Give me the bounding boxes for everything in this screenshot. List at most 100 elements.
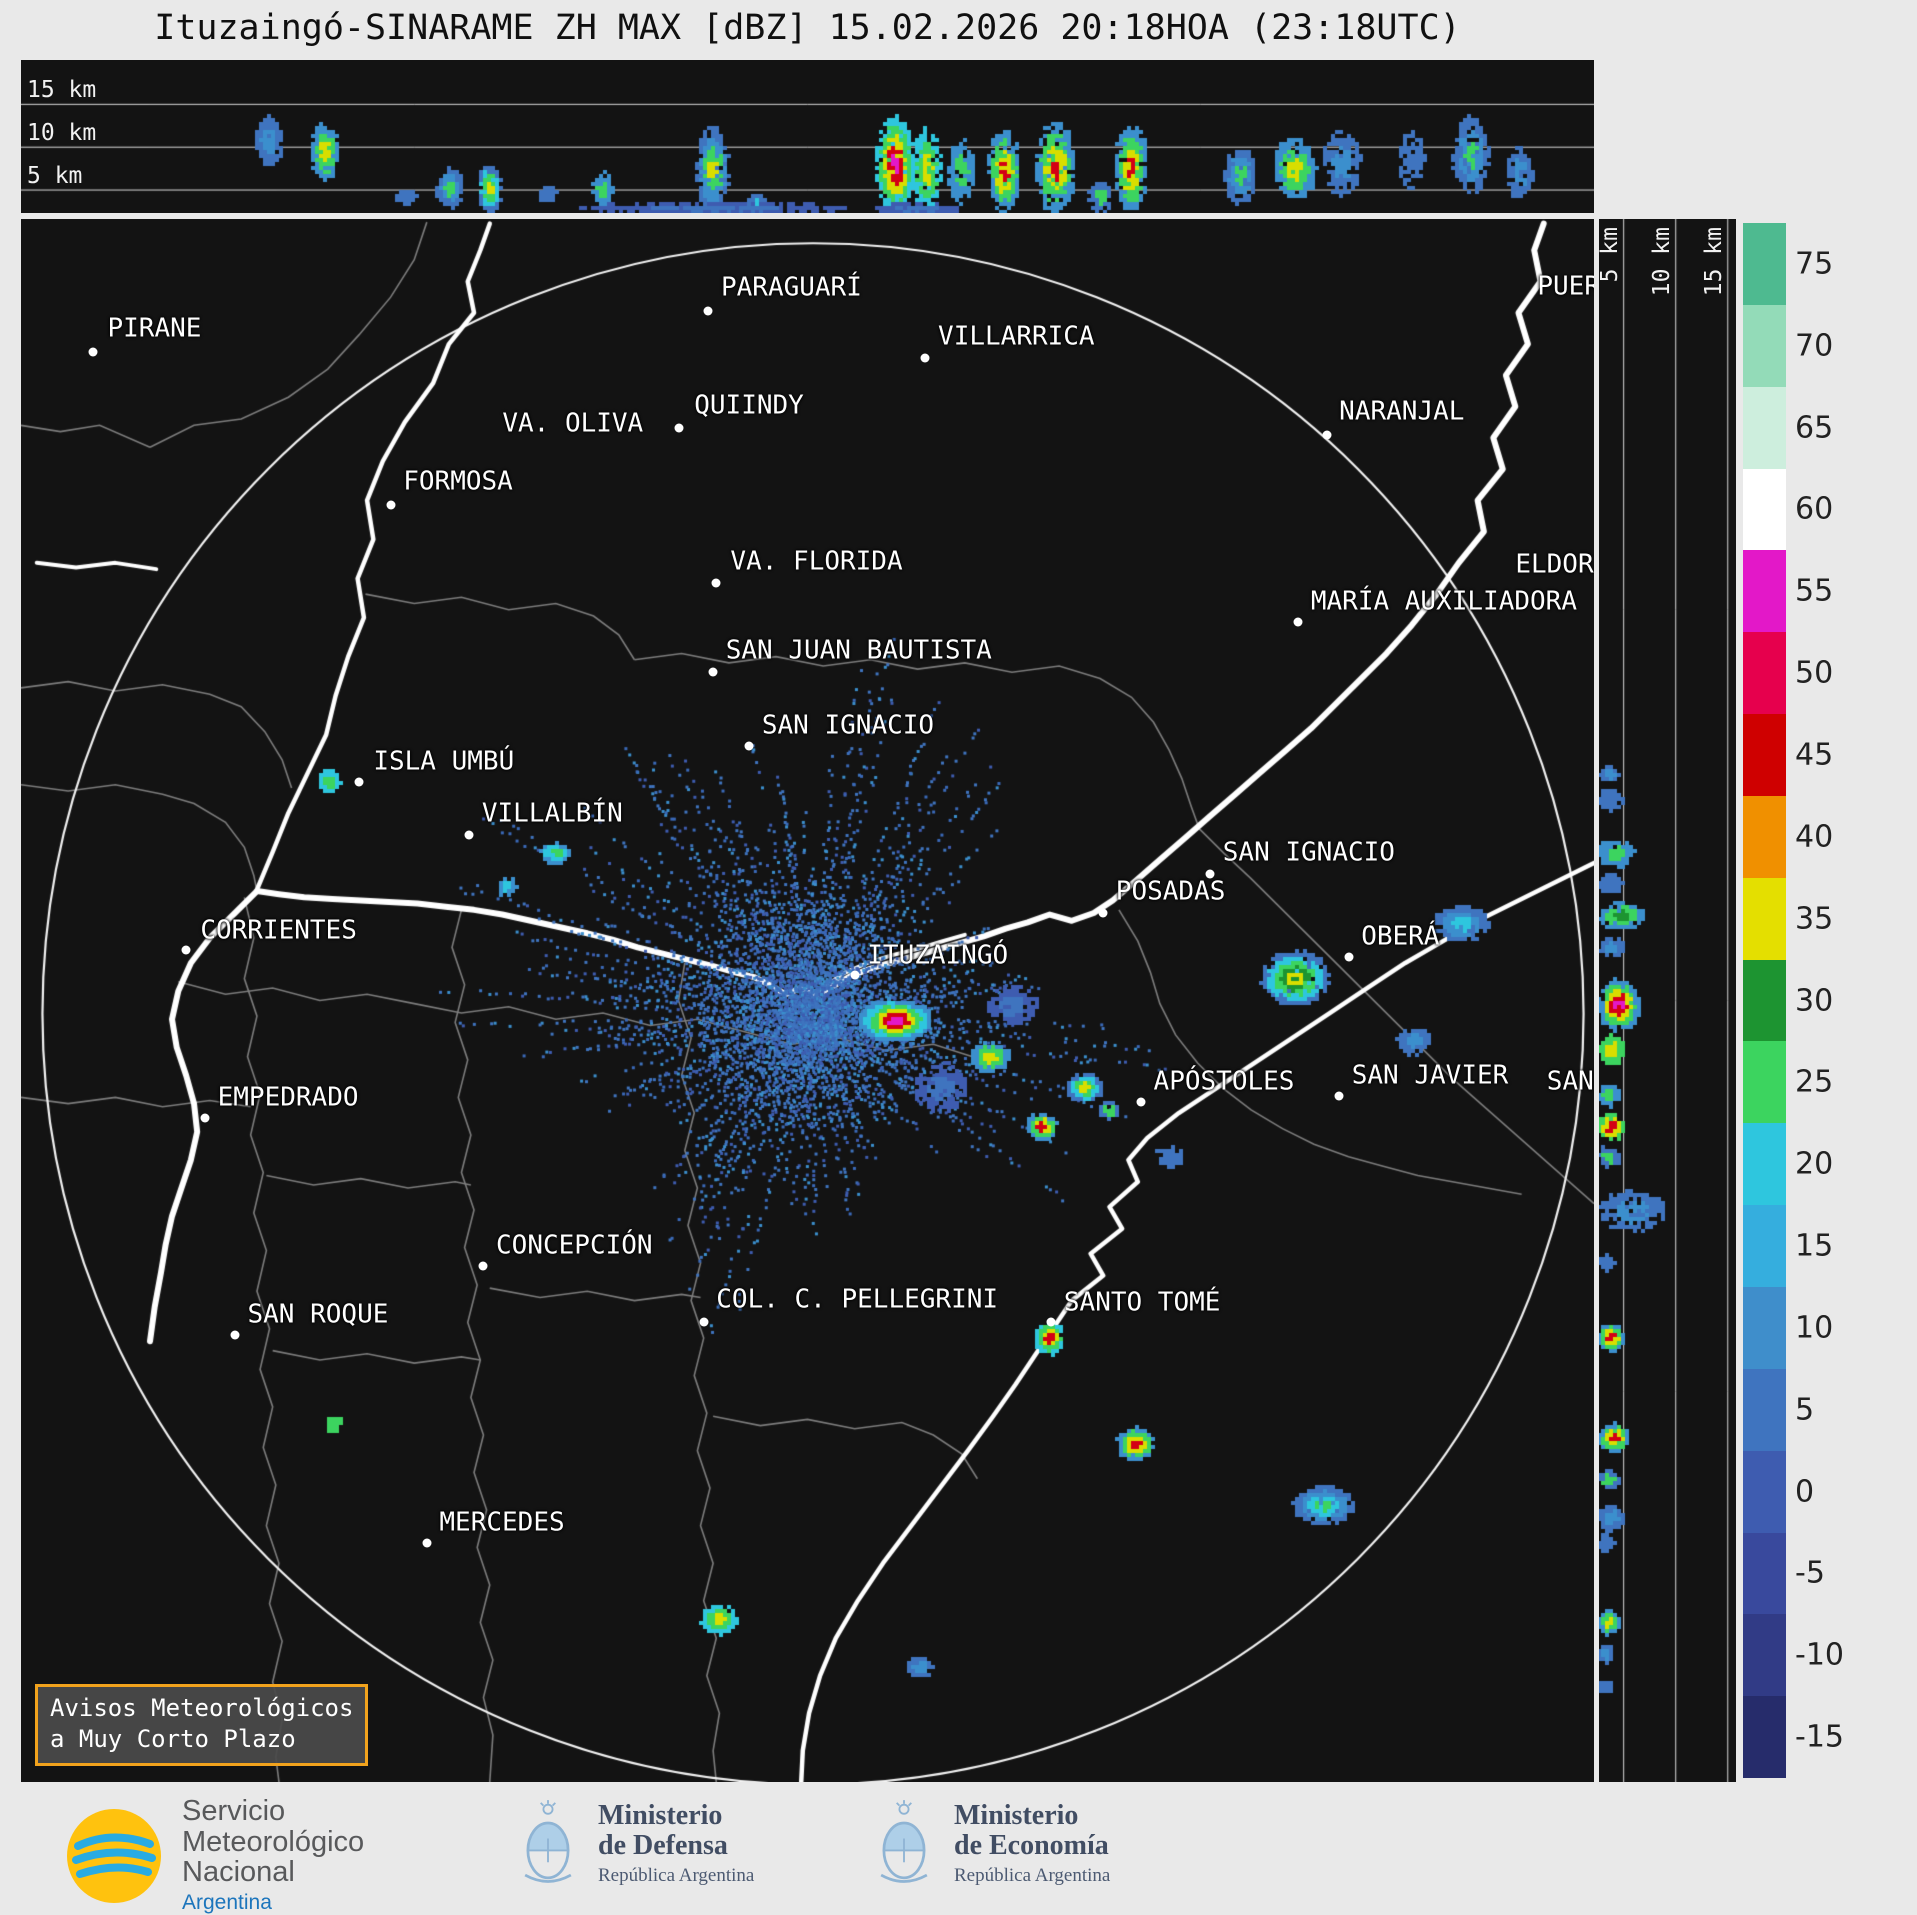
reflectivity-colorbar (1743, 223, 1786, 1779)
city-label: SANTO TOMÉ (1063, 1287, 1221, 1318)
city-dot (200, 1113, 210, 1123)
colorbar-tick: 70 (1795, 328, 1834, 364)
colorbar-band (1743, 632, 1786, 715)
vertical-profile-side-canvas (1599, 219, 1736, 1782)
colorbar-tick: 55 (1795, 573, 1834, 609)
economia-title-line2: de Economía (954, 1830, 1109, 1861)
smn-name-line2: Meteorológico (182, 1825, 365, 1858)
colorbar-tick: 20 (1795, 1146, 1834, 1182)
colorbar-band (1743, 1450, 1786, 1533)
city-label: POSADAS (1115, 876, 1226, 907)
city-dot (703, 306, 713, 316)
city-label: SAN ROQUE (247, 1299, 389, 1330)
city-label: SAN (1546, 1066, 1594, 1097)
city-dot (464, 830, 474, 840)
defensa-title-line1: Ministerio (598, 1799, 723, 1831)
city-dot (1098, 908, 1108, 918)
city-label: SAN IGNACIO (1222, 837, 1395, 868)
colorbar-band (1743, 1368, 1786, 1451)
colorbar-band (1743, 714, 1786, 796)
colorbar-tick: 15 (1795, 1228, 1834, 1264)
vertical-profile-top-panel: 15 km 10 km 5 km (21, 60, 1594, 213)
page-title: Ituzaingó-SINARAME ZH MAX [dBZ] 15.02.20… (154, 8, 1461, 48)
colorbar-tick: 50 (1795, 655, 1834, 691)
colorbar-band (1743, 877, 1786, 960)
economia-branding: Ministerio de Economía República Argenti… (872, 1798, 1110, 1890)
city-dot (354, 777, 364, 787)
alert-line2: a Muy Corto Plazo (50, 1724, 296, 1753)
alert-line1: Avisos Meteorológicos (50, 1693, 354, 1722)
colorbar-tick: 45 (1795, 737, 1834, 773)
city-label: SAN JUAN BAUTISTA (725, 635, 992, 666)
radar-map-panel: PIRANE PARAGUARÍ VILLARRICA QUIINDY VA. OLIV… (21, 219, 1594, 1782)
city-label: PARAGUARÍ (720, 272, 862, 303)
city-label: APÓSTOLES (1153, 1066, 1295, 1097)
city-label: SAN IGNACIO (761, 710, 935, 741)
colorbar-tick: 5 (1795, 1392, 1815, 1428)
city-dot (850, 970, 860, 980)
city-dot (920, 353, 930, 363)
colorbar-band (1743, 1286, 1786, 1369)
colorbar-band (1743, 1205, 1786, 1287)
city-label: ISLA UMBÚ (373, 746, 515, 777)
smn-branding: Servicio Meteorológico Nacional Argentin… (64, 1796, 364, 1915)
city-label: COL. C. PELLEGRINI (716, 1284, 999, 1315)
colorbar-band (1743, 550, 1786, 633)
city-label: VA. OLIVA (502, 408, 644, 439)
height-label: 15 km (27, 77, 97, 104)
height-label: 5 km (1599, 227, 1623, 283)
city-dot (674, 423, 683, 433)
city-dot (1334, 1091, 1344, 1101)
economia-subtitle: República Argentina (954, 1865, 1111, 1887)
city-label: QUIINDY (694, 390, 804, 421)
colorbar-tick: 0 (1795, 1474, 1815, 1510)
city-dot (708, 667, 718, 677)
economia-title-line1: Ministerio (954, 1799, 1079, 1831)
colorbar-band (1743, 1123, 1786, 1206)
city-label: OBERÁ (1361, 921, 1440, 952)
colorbar-tick: 65 (1795, 410, 1834, 446)
vertical-profile-side-panel: 5 km 10 km 15 km (1599, 219, 1736, 1782)
city-dot (1322, 430, 1332, 440)
smn-name-line1: Servicio (182, 1795, 286, 1827)
city-label: SAN JAVIER (1351, 1060, 1509, 1091)
footer: Servicio Meteorológico Nacional Argentin… (0, 1788, 1917, 1914)
city-label: MERCEDES (439, 1507, 565, 1538)
radar-map-canvas (21, 219, 1594, 1782)
city-dot (699, 1317, 709, 1327)
colorbar-tick: 10 (1795, 1310, 1834, 1346)
colorbar-band (1743, 386, 1786, 469)
colorbar-band (1743, 468, 1786, 551)
smn-country: Argentina (182, 1891, 272, 1915)
city-label: CONCEPCIÓN (496, 1230, 653, 1261)
colorbar-tick-labels: 75 70 65 60 55 50 45 40 35 30 25 20 15 10 5 0 -5 -10 -15 (1795, 223, 1895, 1778)
colorbar-tick: 25 (1795, 1064, 1834, 1100)
alert-banner[interactable]: Avisos Meteorológicos a Muy Corto Plazo (35, 1683, 369, 1766)
smn-logo (67, 1808, 161, 1903)
city-label: FORMOSA (403, 466, 513, 497)
city-label: NARANJAL (1339, 396, 1465, 427)
colorbar-band (1743, 223, 1786, 305)
economia-coat-of-arms (880, 1800, 928, 1883)
colorbar-band (1743, 304, 1786, 387)
height-label: 5 km (27, 163, 83, 190)
city-dot (1136, 1097, 1146, 1107)
colorbar-band (1743, 959, 1786, 1042)
city-label: ITUZAINGÓ (867, 940, 1009, 971)
colorbar-band (1743, 1041, 1786, 1124)
smn-name-line3: Nacional (182, 1856, 295, 1889)
city-label: CORRIENTES (200, 915, 357, 946)
city-dot (744, 741, 754, 751)
city-dot (1046, 1317, 1056, 1327)
defensa-title-line2: de Defensa (598, 1830, 728, 1861)
city-label: MARÍA AUXILIADORA (1310, 586, 1577, 617)
city-label: PIRANE (107, 313, 202, 344)
colorbar-tick: -5 (1795, 1555, 1825, 1591)
colorbar-tick: 75 (1795, 246, 1834, 282)
map-overlay: PIRANE PARAGUARÍ VILLARRICA QUIINDY VA. OLIV… (21, 219, 1594, 1782)
defensa-branding: Ministerio de Defensa República Argentin… (516, 1798, 754, 1890)
defensa-text: Ministerio de Defensa República Argentin… (598, 1799, 754, 1887)
city-dot (422, 1538, 432, 1548)
colorbar-band (1743, 1696, 1786, 1779)
city-label: VILLARRICA (938, 321, 1095, 352)
